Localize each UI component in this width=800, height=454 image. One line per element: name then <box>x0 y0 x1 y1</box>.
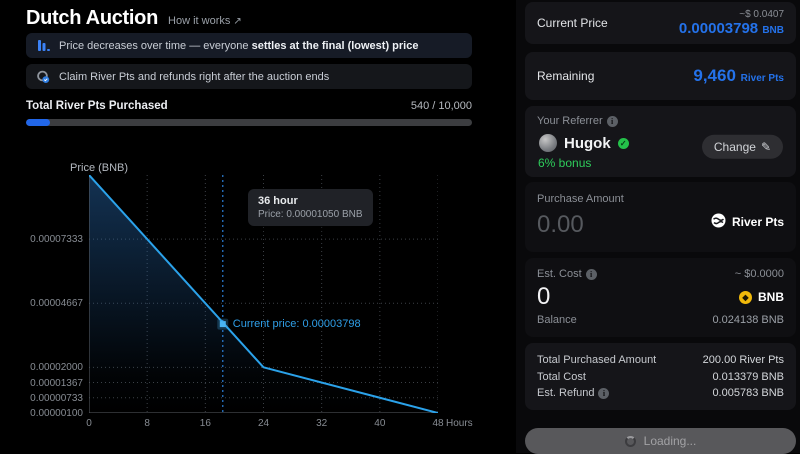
totals-card: Total Purchased Amount 200.00 River Pts … <box>525 343 796 410</box>
progress-value: 540 / 10,000 <box>410 100 472 112</box>
y-tick-label: 0.00000100 <box>30 408 83 419</box>
remaining-label: Remaining <box>537 69 595 83</box>
bar-chart-icon <box>36 38 51 53</box>
est-cost-usd: ~ $0.0000 <box>734 268 784 280</box>
x-tick-label: 8 <box>144 418 150 429</box>
x-axis-title: Hours <box>446 418 473 429</box>
purchase-amount-label: Purchase Amount <box>537 193 624 205</box>
x-tick-label: 48 <box>432 418 444 429</box>
price-line <box>89 175 438 413</box>
current-price-marker <box>219 321 226 328</box>
y-tick-label: 0.00007333 <box>30 234 83 246</box>
y-axis-title: Price (BNB) <box>70 162 129 174</box>
current-price-usd: ~$ 0.0407 <box>739 9 784 20</box>
tooltip-value: Price: 0.00001050 BNB <box>258 209 363 220</box>
claim-coins-icon <box>36 69 51 84</box>
balance-value: 0.024138 BNB <box>712 314 784 326</box>
chart-tooltip: 36 hour Price: 0.00001050 BNB <box>248 189 373 226</box>
total-purchased-row: Total Purchased Amount 200.00 River Pts <box>537 354 784 366</box>
progress-bar <box>26 119 472 126</box>
claim-banner: Claim River Pts and refunds right after … <box>26 64 472 89</box>
how-it-works-link[interactable]: How it works ↗ <box>168 15 242 27</box>
est-cost-info-icon[interactable]: i <box>585 268 597 280</box>
y-tick-label: 0.00002000 <box>30 362 83 374</box>
y-tick-label: 0.00004667 <box>30 298 83 310</box>
change-referrer-button[interactable]: Change ✎ <box>701 134 783 159</box>
external-link-icon: ↗ <box>233 16 242 27</box>
purchase-panel: Current Price ~$ 0.0407 0.00003798 BNB R… <box>516 0 800 454</box>
referrer-identity: Hugok ✓ <box>539 134 784 152</box>
river-pts-token: River Pts <box>711 213 784 231</box>
current-price-annotation: Current price: 0.00003798 <box>232 318 361 331</box>
balance-label: Balance <box>537 314 577 326</box>
total-cost-row: Total Cost 0.013379 BNB <box>537 370 784 383</box>
x-tick-label: 0 <box>86 418 92 429</box>
est-refund-info-icon[interactable]: i <box>598 387 610 399</box>
remaining-value: 9,460 River Pts <box>693 66 784 85</box>
title-row: Dutch Auction How it works ↗ <box>26 7 242 30</box>
purchase-amount-card: Purchase Amount River Pts <box>525 182 796 252</box>
y-tick-label: 0.00001367 <box>30 377 83 389</box>
price-decrease-banner: Price decreases over time — everyone set… <box>26 33 472 58</box>
tooltip-title: 36 hour <box>258 195 298 207</box>
bnb-token: ◆ BNB <box>739 290 784 304</box>
y-tick-label: 0.00000733 <box>30 392 83 404</box>
x-tick-label: 32 <box>316 418 328 429</box>
referrer-name: Hugok <box>564 134 611 152</box>
verified-badge-icon: ✓ <box>617 137 629 149</box>
price-chart-plot[interactable] <box>89 175 438 413</box>
river-pts-icon <box>711 213 726 231</box>
spinner-icon <box>624 435 636 447</box>
progress-label: Total River Pts Purchased <box>26 100 168 112</box>
auction-main: Dutch Auction How it works ↗ Price decre… <box>26 7 506 437</box>
est-cost-label-row: Est. Cost i <box>537 268 597 280</box>
x-tick-label: 16 <box>199 418 211 429</box>
bnb-icon: ◆ <box>739 290 752 304</box>
current-price-value: 0.00003798 BNB <box>678 20 784 37</box>
banner-text: Claim River Pts and refunds right after … <box>59 70 330 83</box>
est-cost-value: 0 <box>537 283 551 310</box>
current-price-card: Current Price ~$ 0.0407 0.00003798 BNB <box>525 2 796 44</box>
referrer-info-icon[interactable]: i <box>606 115 618 127</box>
est-cost-card: Est. Cost i ~ $0.0000 0 ◆ BNB Balance 0.02… <box>525 258 796 337</box>
purchase-amount-input[interactable] <box>537 211 677 239</box>
referrer-avatar <box>539 134 557 152</box>
page-title: Dutch Auction <box>26 7 159 29</box>
pencil-icon: ✎ <box>760 139 771 154</box>
current-price-label: Current Price <box>537 16 608 30</box>
banner-text: Price decreases over time — everyone set… <box>59 39 419 52</box>
referrer-label-row: Your Referrer i <box>537 115 784 127</box>
progress-header: Total River Pts Purchased 540 / 10,000 <box>26 100 472 112</box>
loading-button[interactable]: Loading... <box>525 428 796 454</box>
price-chart: Price (BNB) Hours Current price: 0.00003… <box>26 162 506 437</box>
referrer-bonus: 6% bonus <box>538 156 592 170</box>
x-tick-label: 40 <box>374 418 386 429</box>
price-area <box>89 175 438 413</box>
est-refund-row: Est. Refund i 0.005783 BNB <box>537 387 784 399</box>
x-tick-label: 24 <box>257 418 270 429</box>
referrer-card: Your Referrer i Hugok ✓ 6% bonus Change … <box>525 106 796 177</box>
remaining-card: Remaining 9,460 River Pts <box>525 52 796 100</box>
progress-bar-fill <box>26 119 51 126</box>
